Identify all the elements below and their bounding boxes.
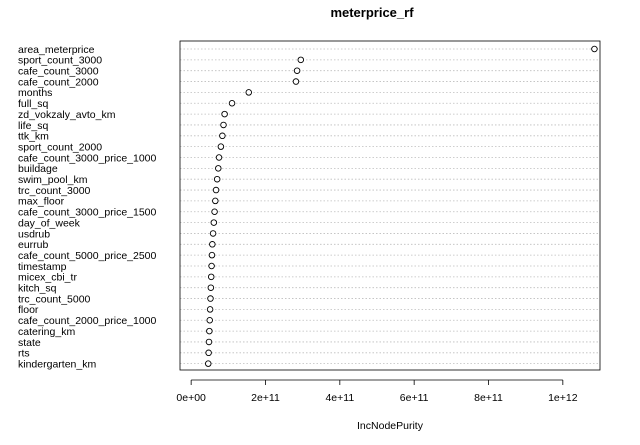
variable-label: catering_km (18, 326, 75, 338)
data-point (205, 338, 213, 346)
chart-title: meterprice_rf (330, 5, 414, 20)
variable-label: day_of_week (18, 217, 81, 229)
data-point (591, 45, 598, 53)
data-point (206, 317, 213, 324)
variable-label: zd_vokzaly_avto_km (18, 109, 116, 121)
variable-label: cafe_count_3000 (18, 66, 99, 78)
variable-label: kindergarten_km (18, 358, 96, 370)
data-point (219, 132, 226, 140)
data-point (205, 349, 212, 357)
data-point (207, 284, 215, 291)
x-tick-label: 6e+11 (400, 392, 429, 404)
x-tick-label: 1e+12 (548, 392, 578, 404)
data-point (204, 360, 212, 367)
data-point (208, 262, 215, 270)
variable-label: eurrub (18, 239, 49, 251)
x-tick-label: 8e+11 (474, 392, 503, 404)
variable-label: rts (18, 348, 30, 360)
data-point (210, 219, 218, 226)
data-point (217, 143, 225, 150)
data-point (208, 251, 216, 259)
plot-frame (179, 40, 601, 371)
variable-label: months (18, 87, 52, 99)
data-point (215, 165, 222, 172)
variable-label: cafe_count_2000_price_1000 (18, 315, 157, 327)
variable-label: floor (18, 304, 39, 316)
variable-label: buildage (18, 163, 58, 175)
variable-label: trc_count_3000 (18, 185, 91, 197)
variable-label: timestamp (18, 261, 67, 273)
data-point (209, 230, 217, 237)
data-point (245, 89, 253, 96)
variable-label: trc_count_5000 (18, 293, 91, 305)
variable-label: area_meterprice (18, 44, 95, 56)
data-point (220, 121, 227, 129)
variable-label: kitch_sq (18, 283, 57, 295)
data-point (293, 67, 301, 74)
data-point (297, 56, 305, 64)
data-point (207, 295, 214, 302)
data-point (207, 273, 215, 281)
variable-label: max_floor (18, 196, 65, 208)
data-point (221, 110, 228, 118)
variable-label: usdrub (18, 228, 50, 240)
variable-label: sport_count_2000 (18, 141, 102, 153)
variable-label: cafe_count_2000 (18, 76, 99, 88)
variable-label: cafe_count_3000_price_1500 (18, 207, 157, 219)
variable-label: sport_count_3000 (18, 55, 102, 67)
data-points (204, 45, 598, 367)
data-point (212, 186, 220, 194)
x-tick-label: 2e+11 (251, 392, 280, 404)
variable-label: full_sq (18, 98, 49, 110)
data-point (213, 175, 221, 183)
x-tick-label: 4e+11 (325, 392, 354, 404)
data-point (211, 208, 218, 215)
variable-label: ttk_km (18, 131, 49, 143)
variable-label: micex_cbi_tr (18, 272, 77, 284)
x-tick-label: 0e+00 (176, 392, 206, 404)
data-point (209, 241, 216, 248)
data-point (206, 327, 213, 335)
data-point (292, 78, 300, 85)
grid-lines (180, 48, 600, 365)
variable-label: cafe_count_5000_price_2500 (18, 250, 157, 262)
variable-label: state (18, 337, 41, 349)
variable-labels: area_meterpricesport_count_3000cafe_coun… (18, 44, 157, 371)
x-axis-label: IncNodePurity (357, 420, 424, 432)
variable-label: cafe_count_3000_price_1000 (18, 152, 157, 164)
data-point (206, 306, 214, 313)
data-point (212, 197, 219, 205)
data-point (228, 99, 236, 107)
x-axis: 0e+00 2e+11 4e+11 6e+11 8e+11 1e+12 (176, 379, 578, 404)
variable-label: swim_pool_km (18, 174, 88, 186)
data-point (215, 154, 223, 161)
variable-label: life_sq (18, 120, 49, 132)
